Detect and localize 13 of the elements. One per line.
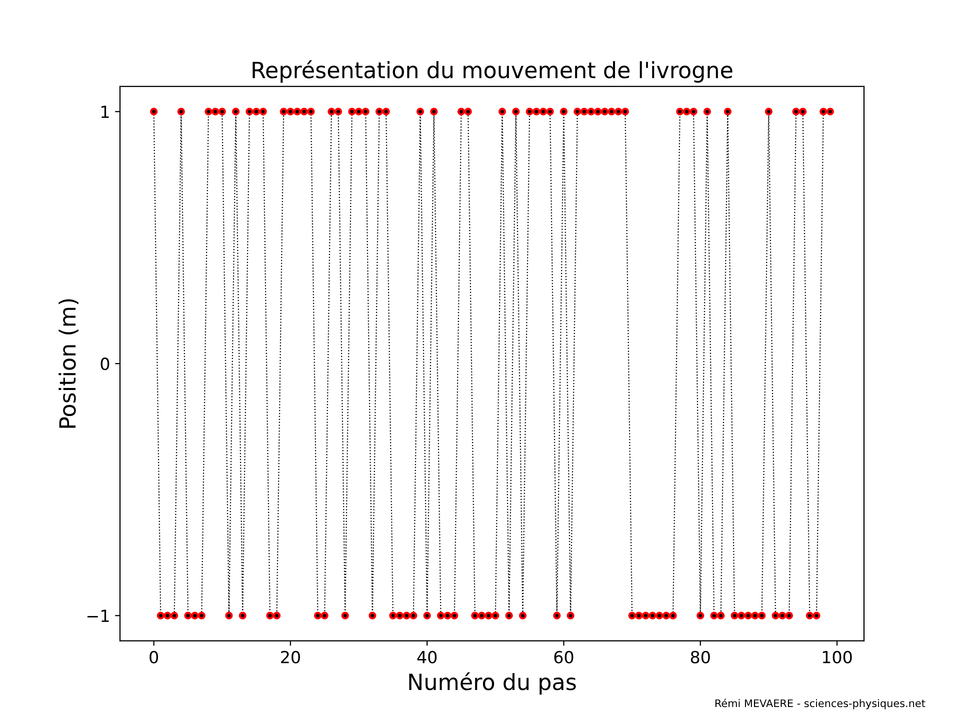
x-tick-label: 80 xyxy=(690,650,710,664)
y-axis-title: Position (m) xyxy=(58,299,78,428)
x-tick-label: 100 xyxy=(822,650,852,664)
x-tick-label: 20 xyxy=(281,650,300,664)
y-tick-label: 0 xyxy=(100,358,110,370)
y-tick-label: 1 xyxy=(102,106,109,118)
x-tick-label: 40 xyxy=(417,650,437,664)
x-axis-title: Numéro du pas xyxy=(409,672,576,695)
chart-title: Représentation du mouvement de l'ivrogne xyxy=(252,60,732,83)
y-tick-label: −1 xyxy=(87,610,109,622)
x-tick-label: 60 xyxy=(554,650,574,664)
text: Rémi MEVAERE - sciences-physiques.net xyxy=(715,698,926,710)
x-tick-label: 0 xyxy=(150,650,158,664)
